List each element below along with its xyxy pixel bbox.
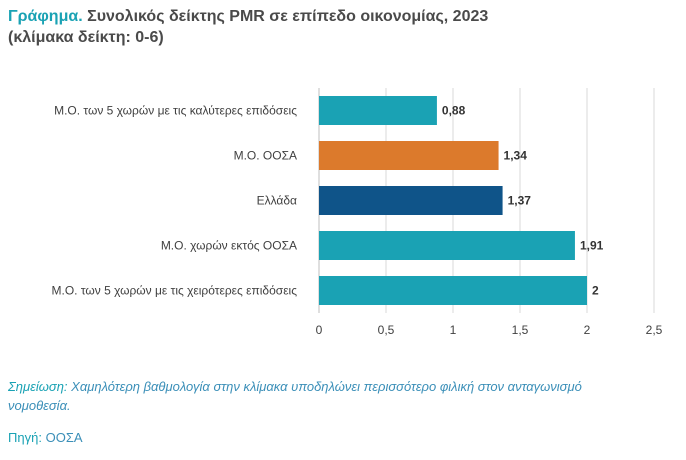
- x-tick-label: 1,5: [512, 323, 529, 337]
- category-label: Ελλάδα: [257, 194, 297, 208]
- title-prefix: Γράφημα.: [8, 8, 83, 25]
- chart-note: Σημείωση: Χαμηλότερη βαθμολογία στην κλί…: [8, 377, 648, 415]
- bar: [319, 141, 499, 170]
- bar: [319, 231, 575, 260]
- x-tick-label: 2: [584, 323, 591, 337]
- bar-chart: 0 0,5 1 1,5 2 2,5 Μ.Ο. των 5 χωρών με τις καλύ…: [52, 88, 663, 337]
- source-label: Πηγή:: [8, 430, 42, 445]
- chart-source: Πηγή: ΟΟΣΑ: [8, 430, 83, 445]
- x-tick-label: 1: [450, 323, 457, 337]
- data-label: 2: [592, 284, 599, 298]
- bar: [319, 96, 437, 125]
- chart-subtitle: (κλίμακα δείκτη: 0-6): [8, 29, 164, 46]
- bar: [319, 186, 503, 215]
- x-tick-label: 0: [316, 323, 323, 337]
- data-label: 0,88: [442, 104, 466, 118]
- chart-title: Γράφημα. Συνολικός δείκτης PMR σε επίπεδ…: [8, 6, 678, 48]
- x-tick-label: 0,5: [378, 323, 395, 337]
- note-text: Χαμηλότερη βαθμολογία στην κλίμακα υποδη…: [8, 379, 582, 413]
- category-label: Μ.Ο. των 5 χωρών με τις χειρότερες επιδό…: [52, 284, 298, 298]
- data-label: 1,37: [508, 194, 532, 208]
- category-label: Μ.Ο. ΟΟΣΑ: [234, 149, 297, 163]
- source-text: ΟΟΣΑ: [45, 430, 83, 445]
- note-label: Σημείωση:: [8, 379, 68, 394]
- title-text: Συνολικός δείκτης PMR σε επίπεδο οικονομ…: [87, 8, 489, 25]
- data-label: 1,34: [504, 149, 528, 163]
- category-label: Μ.Ο. χωρών εκτός ΟΟΣΑ: [161, 239, 297, 253]
- x-tick-label: 2,5: [646, 323, 663, 337]
- bar: [319, 276, 587, 305]
- data-label: 1,91: [580, 239, 604, 253]
- category-label: Μ.Ο. των 5 χωρών με τις καλύτερες επιδόσ…: [54, 104, 297, 118]
